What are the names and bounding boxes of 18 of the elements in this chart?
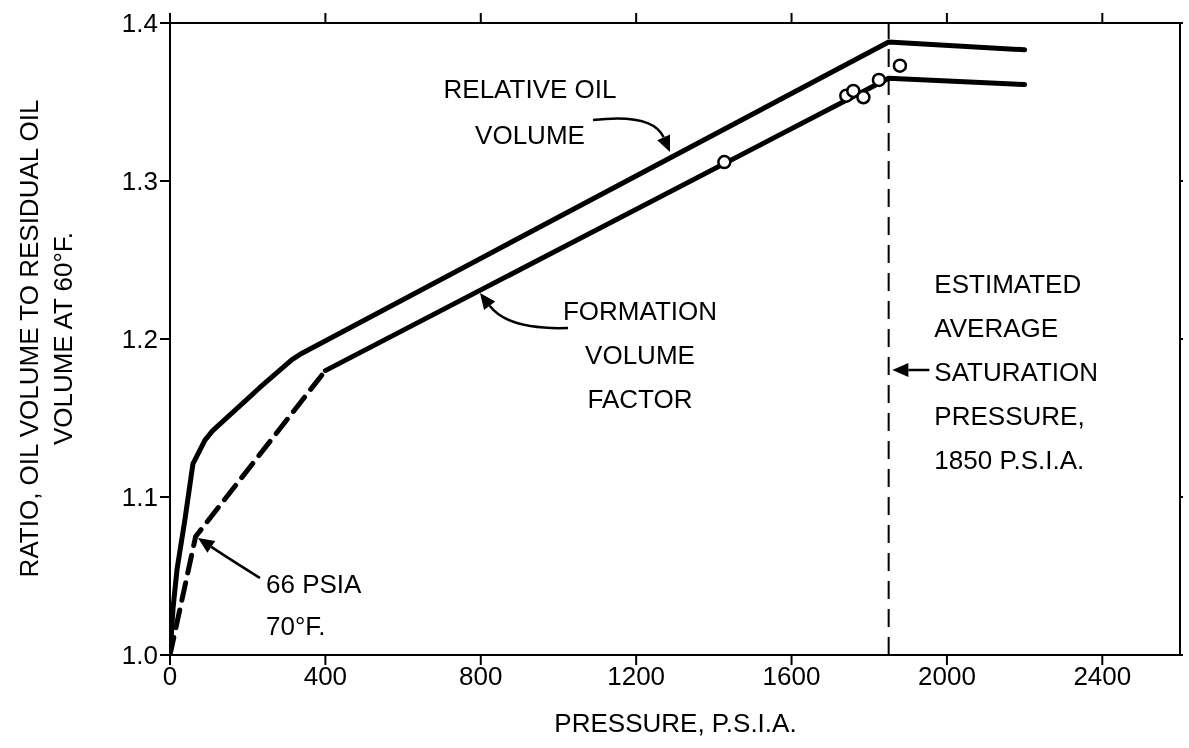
- y-tick-label: 1.4: [121, 8, 158, 39]
- x-tick-label: 400: [303, 661, 348, 692]
- y-tick-label: 1.3: [121, 166, 158, 197]
- x-tick-label: 2000: [918, 661, 976, 692]
- annotation: RELATIVE OIL VOLUME: [443, 74, 617, 150]
- y-tick-label: 1.1: [121, 482, 158, 513]
- y-tick-label: 1.0: [121, 640, 158, 671]
- x-tick-label: 2400: [1073, 661, 1132, 692]
- x-tick-label: 1600: [762, 661, 821, 692]
- x-tick-label: 1200: [607, 661, 666, 692]
- x-tick-label: 800: [459, 661, 503, 692]
- annotation: FORMATION VOLUME FACTOR: [562, 296, 718, 414]
- annotation: 66 PSIA 70°F.: [266, 569, 363, 641]
- x-tick-label: 0: [162, 661, 178, 692]
- x-axis-title: PRESSURE, P.S.I.A.: [554, 708, 797, 738]
- ref-line-label: ESTIMATED AVERAGE SATURATION PRESSURE, 1850 P.S.I.A.: [934, 269, 1099, 475]
- y-axis-title: RATIO, OIL VOLUME TO RESIDUAL OIL VOLUME AT 60°F.: [14, 99, 78, 578]
- y-tick-label: 1.2: [121, 324, 158, 355]
